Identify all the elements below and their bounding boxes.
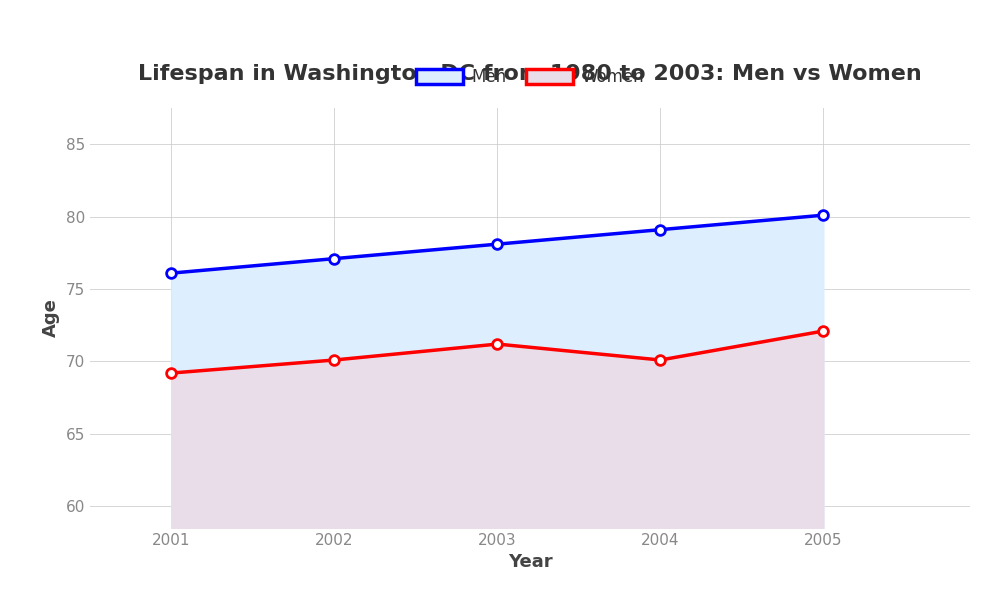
X-axis label: Year: Year: [508, 553, 552, 571]
Legend: Men, Women: Men, Women: [409, 62, 651, 93]
Title: Lifespan in Washington DC from 1980 to 2003: Men vs Women: Lifespan in Washington DC from 1980 to 2…: [138, 64, 922, 84]
Y-axis label: Age: Age: [42, 299, 60, 337]
